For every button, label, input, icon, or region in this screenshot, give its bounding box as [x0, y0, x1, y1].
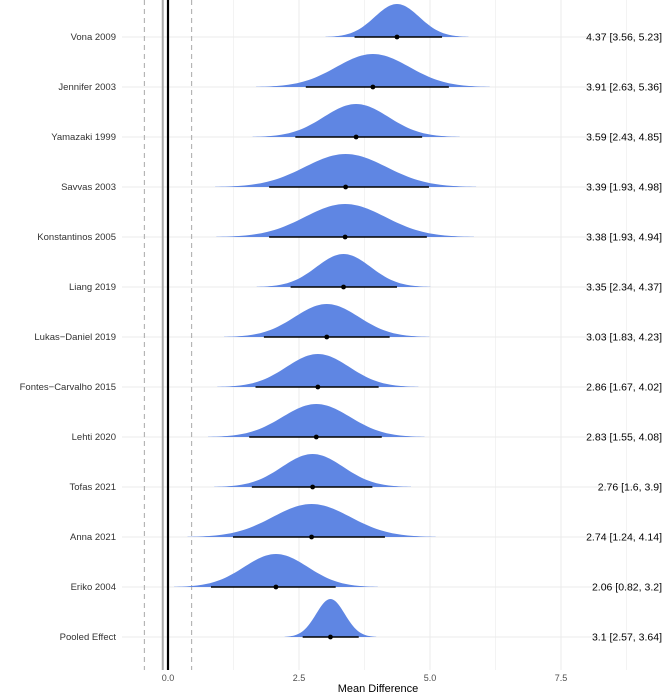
density-curve [256, 54, 490, 87]
x-axis-title: Mean Difference [338, 683, 419, 695]
study-row: Tofas 2021 2.76 [1.6, 3.9] [70, 454, 662, 494]
density-curve [214, 454, 412, 487]
x-tick-label: 5.0 [424, 673, 437, 683]
study-row: Lukas−Daniel 2019 3.03 [1.83, 4.23] [34, 304, 662, 344]
study-row: Liang 2019 3.35 [2.34, 4.37] [69, 254, 662, 294]
x-axis: 0.0 2.5 5.0 7.5 [162, 673, 568, 683]
point-estimate [273, 584, 279, 590]
density-curve [284, 599, 377, 637]
point-estimate [315, 384, 321, 390]
study-label: Eriko 2004 [71, 582, 116, 593]
ci-text: 3.59 [2.43, 4.85] [586, 132, 662, 144]
x-tick-label: 7.5 [555, 673, 568, 683]
x-tick-label: 2.5 [293, 673, 306, 683]
ci-text: 3.1 [2.57, 3.64] [592, 632, 662, 644]
ci-text: 2.83 [1.55, 4.08] [586, 432, 662, 444]
study-row: Jennifer 2003 3.91 [2.63, 5.36] [58, 54, 662, 94]
study-label: Tofas 2021 [70, 482, 116, 493]
study-label: Konstantinos 2005 [37, 232, 116, 243]
study-label: Anna 2021 [70, 532, 116, 543]
density-curve [215, 154, 477, 187]
ci-text: 3.35 [2.34, 4.37] [586, 282, 662, 294]
point-estimate [394, 34, 400, 40]
ci-text: 2.76 [1.6, 3.9] [598, 482, 662, 494]
study-label: Yamazaki 1999 [51, 132, 116, 143]
point-estimate [370, 84, 376, 90]
ci-text: 3.91 [2.63, 5.36] [586, 82, 662, 94]
study-row: Eriko 2004 2.06 [0.82, 3.2] [71, 554, 662, 594]
density-curve [325, 4, 469, 37]
ci-text: 3.03 [1.83, 4.23] [586, 332, 662, 344]
density-curve [174, 554, 378, 587]
density-curve [187, 504, 436, 537]
study-row: Vona 2009 4.37 [3.56, 5.23] [71, 4, 662, 44]
point-estimate [309, 534, 314, 540]
reference-lines [143, 0, 193, 670]
ci-text: 3.38 [1.93, 4.94] [586, 232, 662, 244]
study-label: Jennifer 2003 [58, 82, 116, 93]
study-label: Savvas 2003 [61, 182, 116, 193]
point-estimate [353, 134, 359, 140]
x-tick-label: 0.0 [162, 673, 175, 683]
ci-text: 3.39 [1.93, 4.98] [586, 182, 662, 194]
ci-text: 2.86 [1.67, 4.02] [586, 382, 662, 394]
ci-text: 2.06 [0.82, 3.2] [592, 582, 662, 594]
study-label: Liang 2019 [69, 282, 116, 293]
study-row: Yamazaki 1999 3.59 [2.43, 4.85] [51, 104, 662, 144]
density-curve [216, 204, 474, 237]
study-row: Konstantinos 2005 3.38 [1.93, 4.94] [37, 204, 662, 244]
ci-text: 2.74 [1.24, 4.14] [586, 532, 662, 544]
study-label: Vona 2009 [71, 32, 116, 43]
point-estimate [313, 434, 319, 440]
study-row: Pooled Effect 3.1 [2.57, 3.64] [60, 599, 662, 644]
density-curve [252, 104, 460, 137]
point-estimate [328, 634, 333, 640]
point-estimate [342, 234, 348, 240]
study-label: Fontes−Carvalho 2015 [20, 382, 116, 393]
study-label: Lukas−Daniel 2019 [34, 332, 116, 343]
point-estimate [343, 184, 349, 190]
density-curve [256, 254, 431, 287]
study-row: Anna 2021 2.74 [1.24, 4.14] [70, 504, 662, 544]
density-curve [224, 304, 430, 337]
study-rows: Vona 2009 4.37 [3.56, 5.23] Jennifer 2003 3… [20, 4, 662, 644]
density-curve [208, 404, 425, 437]
study-row: Savvas 2003 3.39 [1.93, 4.98] [61, 154, 662, 194]
point-estimate [324, 334, 330, 340]
study-label: Lehti 2020 [72, 432, 116, 443]
point-estimate [341, 284, 346, 290]
study-row: Fontes−Carvalho 2015 2.86 [1.67, 4.02] [20, 354, 662, 394]
density-curve [217, 354, 419, 387]
study-label: Pooled Effect [60, 632, 117, 643]
study-row: Lehti 2020 2.83 [1.55, 4.08] [72, 404, 662, 444]
point-estimate [310, 484, 316, 490]
ci-text: 4.37 [3.56, 5.23] [586, 32, 662, 44]
